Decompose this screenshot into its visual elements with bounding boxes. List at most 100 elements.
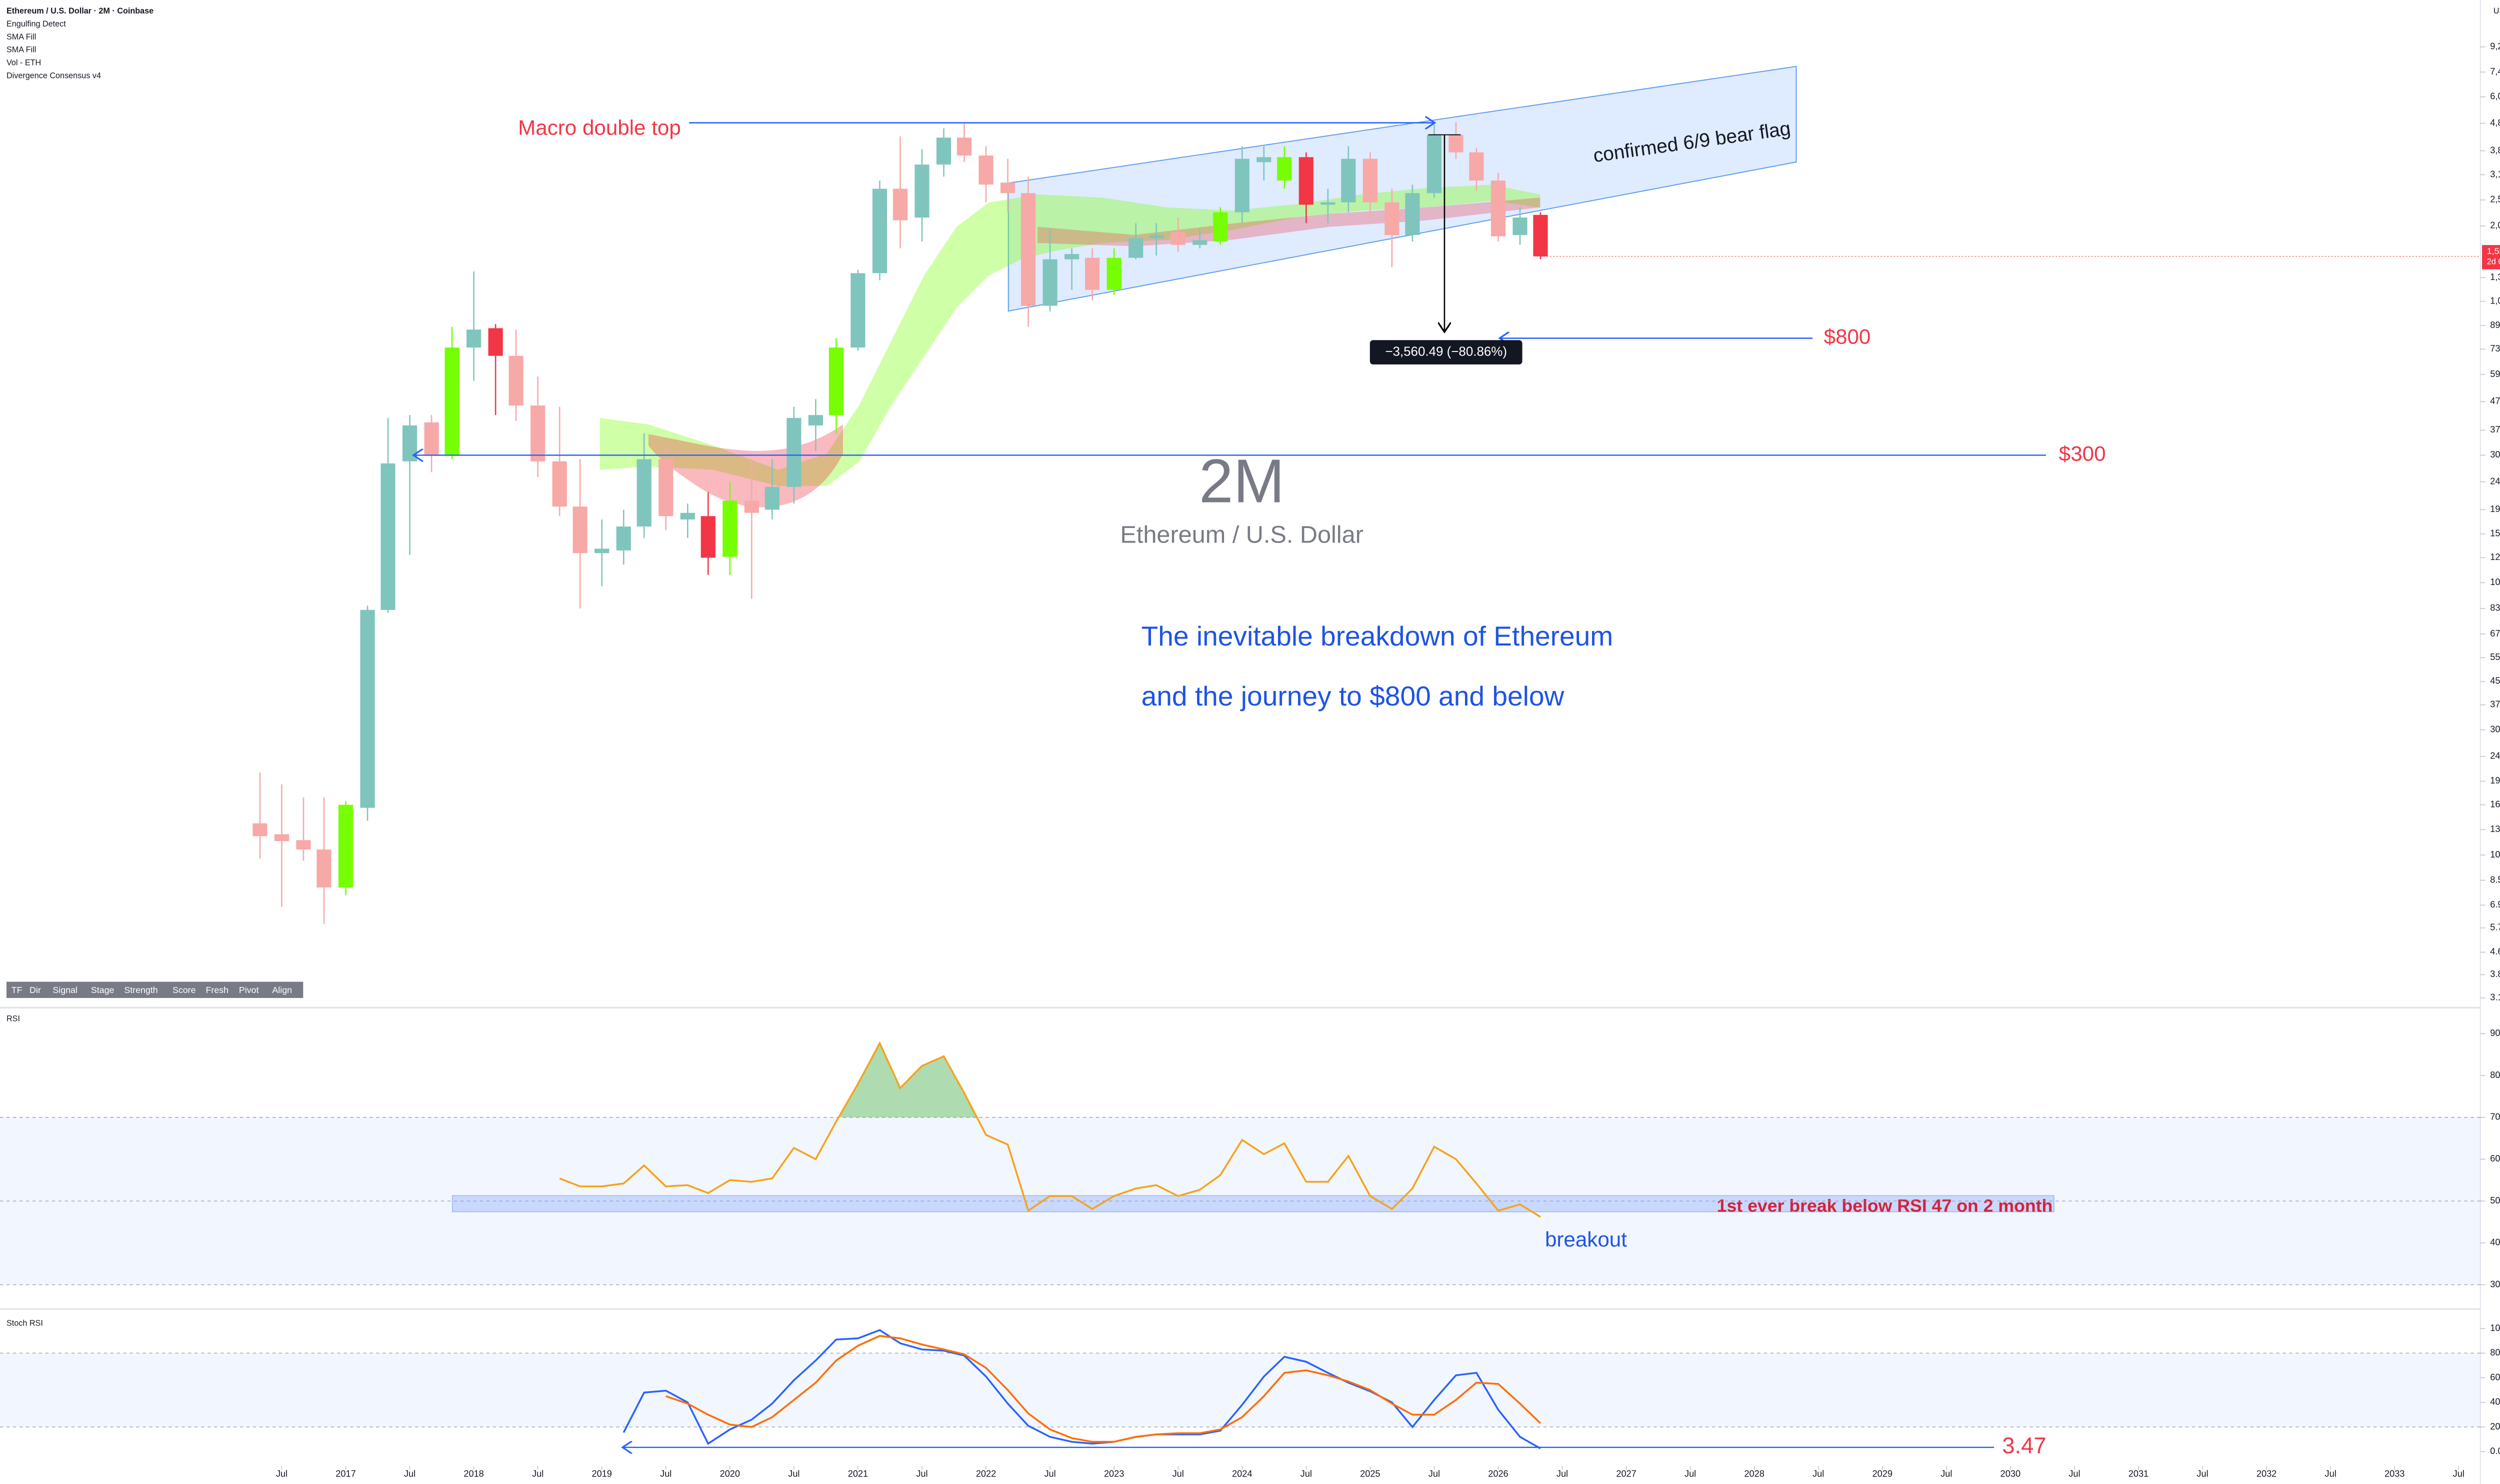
x-tick-label: Jul [660, 1468, 672, 1478]
toolbar-item[interactable]: Pivot [239, 985, 259, 995]
candle-body [1405, 193, 1420, 236]
toolbar-item[interactable]: Align [272, 985, 292, 995]
candle-body [1149, 235, 1164, 238]
y-tick-label: 1,090.00 [2490, 296, 2500, 306]
currency-label: USD [2494, 6, 2500, 16]
chart-title: Ethereum / U.S. Dollar · 2M · Coinbase [6, 6, 154, 16]
candle-body [1512, 218, 1528, 236]
candle-body [850, 273, 866, 348]
candle-body [1384, 202, 1400, 236]
candle-body [1533, 214, 1548, 256]
candle-body [380, 463, 396, 610]
candle-body [1469, 152, 1484, 181]
y-tick-label: 370.00 [2490, 424, 2500, 434]
candle-body [488, 328, 503, 356]
y-tick-label: 155.00 [2490, 528, 2500, 538]
watermark: 2M [1199, 448, 1284, 516]
toolbar-item[interactable]: Signal [52, 985, 78, 995]
level-label: $800 [1824, 325, 1871, 348]
candle-body [1277, 157, 1292, 181]
x-tick-label: Jul [1044, 1468, 1056, 1478]
y-tick-label: 100.00 [2490, 1323, 2500, 1333]
indicator-line [559, 1041, 1541, 1218]
toolbar-item[interactable]: Score [172, 985, 196, 995]
candle-body [1000, 182, 1016, 194]
last-price-tag [2482, 245, 2500, 270]
x-tick-label: Jul [404, 1468, 416, 1478]
y-tick-label: 590.00 [2490, 369, 2500, 379]
x-tick-label: Jul [1684, 1468, 1696, 1478]
candle-body [572, 506, 588, 554]
y-tick-label: 5.70 [2490, 922, 2500, 932]
y-tick-label: 80.00 [2490, 1070, 2500, 1080]
x-tick-label: Jul [2325, 1468, 2336, 1478]
toolbar-item[interactable]: Strength [124, 985, 158, 995]
rsi-annotation: breakout [1545, 1228, 1627, 1251]
candle-body [1362, 158, 1378, 202]
x-tick-label: Jul [2196, 1468, 2208, 1478]
x-tick-label: 2026 [1488, 1468, 1508, 1478]
toolbar-item[interactable]: Fresh [206, 985, 228, 995]
candle-body [338, 804, 354, 888]
y-tick-label: 60.00 [2490, 1154, 2500, 1164]
x-tick-label: 2019 [592, 1468, 612, 1478]
y-tick-label: 83.00 [2490, 603, 2500, 613]
x-tick-label: Jul [1812, 1468, 1824, 1478]
y-tick-label: 7,450.00 [2490, 66, 2500, 76]
candle-body [444, 348, 460, 456]
watermark-subtitle: Ethereum / U.S. Dollar [1120, 521, 1363, 548]
candle-body [316, 849, 332, 888]
toolbar-item[interactable]: Dir [30, 985, 41, 995]
y-tick-label: 9,200.00 [2490, 42, 2500, 52]
y-tick-label: 55.00 [2490, 652, 2500, 662]
indicator-name: SMA Fill [6, 32, 36, 42]
candle-body [1426, 134, 1442, 194]
y-tick-label: 4.65 [2490, 946, 2500, 956]
candle-body [1234, 158, 1250, 212]
candle-body [552, 461, 567, 507]
y-tick-label: 103.00 [2490, 577, 2500, 587]
overbought-oversold-band [0, 1353, 2480, 1428]
pane-title: RSI [6, 1014, 20, 1023]
x-tick-label: 2029 [1872, 1468, 1892, 1478]
x-tick-label: Jul [916, 1468, 928, 1478]
pane-title: Stoch RSI [6, 1319, 43, 1328]
y-tick-label: 50.00 [2490, 1196, 2500, 1206]
x-tick-label: Jul [788, 1468, 800, 1478]
indicator-name: Vol - ETH [6, 58, 41, 68]
candle-body [936, 138, 952, 165]
y-tick-label: 30.00 [2490, 1279, 2500, 1289]
candle-body [680, 512, 695, 520]
candle-body [1085, 258, 1100, 290]
candle-body [1490, 180, 1506, 236]
candle-body [274, 834, 290, 842]
x-tick-label: 2022 [976, 1468, 996, 1478]
y-tick-label: 6.90 [2490, 900, 2500, 910]
y-tick-label: 2,050.00 [2490, 220, 2500, 230]
y-tick-label: 8.50 [2490, 874, 2500, 884]
y-tick-label: 20.00 [2490, 1422, 2500, 1432]
y-tick-label: 16.00 [2490, 799, 2500, 809]
x-tick-label: 2028 [1744, 1468, 1764, 1478]
x-tick-label: 2020 [720, 1468, 740, 1478]
overbought-fill [260, 1043, 1540, 1118]
x-tick-label: Jul [532, 1468, 544, 1478]
toolbar-item[interactable]: Stage [91, 985, 114, 995]
y-tick-label: 90.00 [2490, 1028, 2500, 1038]
candle-body [1128, 238, 1144, 258]
x-tick-label: 2031 [2128, 1468, 2148, 1478]
countdown-label: 2d 6h [2487, 257, 2500, 266]
candle-body [402, 425, 418, 462]
candle-body [530, 406, 546, 462]
toolbar-item[interactable]: TF [12, 985, 22, 995]
x-tick-label: 2032 [2256, 1468, 2276, 1478]
x-tick-label: Jul [2068, 1468, 2080, 1478]
y-tick-label: 30.00 [2490, 724, 2500, 734]
y-tick-label: 40.00 [2490, 1238, 2500, 1248]
candle-body [1213, 212, 1228, 242]
x-tick-label: Jul [1556, 1468, 1568, 1478]
y-tick-label: 3,850.00 [2490, 145, 2500, 155]
candle-body [466, 330, 482, 348]
candle-body [1256, 157, 1272, 162]
